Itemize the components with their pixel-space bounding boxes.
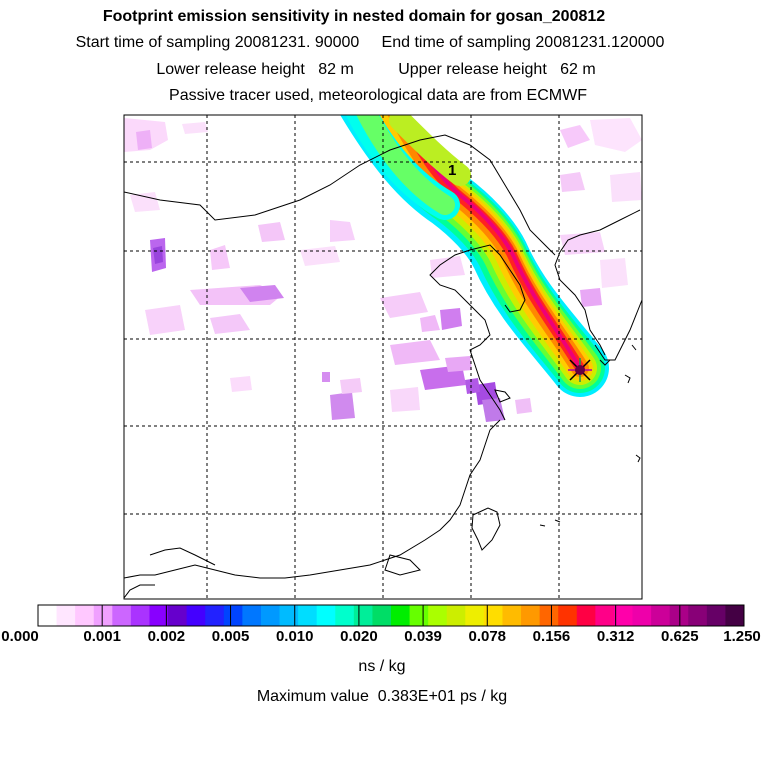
colorbar-swatch bbox=[130, 605, 150, 626]
colorbar-tick-label: 0.078 bbox=[468, 628, 507, 645]
colorbar-swatch bbox=[168, 605, 188, 626]
plume-label: 1 bbox=[448, 162, 456, 179]
colorbar-swatch bbox=[725, 605, 745, 626]
colorbar-swatch bbox=[483, 605, 503, 626]
colorbar-swatch bbox=[688, 605, 708, 626]
colorbar-swatch bbox=[632, 605, 652, 626]
colorbar-swatch bbox=[93, 605, 113, 626]
colorbar-swatch bbox=[316, 605, 336, 626]
colorbar-swatch bbox=[298, 605, 318, 626]
colorbar-swatch bbox=[521, 605, 541, 626]
colorbar-swatch bbox=[353, 605, 373, 626]
colorbar-tick-label: 0.039 bbox=[404, 628, 442, 645]
colorbar-swatch bbox=[149, 605, 169, 626]
colorbar-swatch bbox=[75, 605, 95, 626]
colorbar-swatch bbox=[242, 605, 262, 626]
colorbar-swatch bbox=[56, 605, 76, 626]
sampling-time-line: Start time of sampling 20081231. 90000 E… bbox=[75, 34, 665, 51]
colorbar-swatch bbox=[372, 605, 392, 626]
receptor-marker-icon bbox=[568, 358, 592, 382]
map-frame bbox=[123, 114, 643, 600]
colorbar-swatch bbox=[391, 605, 411, 626]
colorbar-swatch bbox=[539, 605, 559, 626]
colorbar-swatch bbox=[38, 605, 58, 626]
colorbar-swatch bbox=[502, 605, 522, 626]
colorbar-swatch bbox=[446, 605, 466, 626]
plume bbox=[340, 115, 609, 397]
colorbar-swatch bbox=[409, 605, 429, 626]
coastlines bbox=[124, 134, 642, 599]
colorbar-unit: ns / kg bbox=[358, 658, 406, 675]
colorbar-swatch bbox=[576, 605, 596, 626]
colorbar-swatch bbox=[223, 605, 243, 626]
maximum-value-text: Maximum value 0.383E+01 ps / kg bbox=[256, 688, 508, 705]
colorbar-swatch bbox=[669, 605, 689, 626]
release-height-line: Lower release height 82 m Upper release … bbox=[156, 61, 596, 78]
graticule bbox=[124, 115, 642, 599]
colorbar-swatch bbox=[558, 605, 578, 626]
map-area: 1 bbox=[124, 115, 642, 599]
colorbar-swatch bbox=[706, 605, 726, 626]
colorbar-swatch bbox=[205, 605, 225, 626]
colorbar-swatch bbox=[595, 605, 615, 626]
colorbar-tick-label: 0.312 bbox=[596, 628, 635, 645]
colorbar-swatch bbox=[186, 605, 206, 626]
colorbar bbox=[37, 604, 745, 627]
colorbar-swatch bbox=[465, 605, 485, 626]
colorbar-tick-label: 0.010 bbox=[275, 628, 314, 645]
colorbar-tick-label: 0.020 bbox=[340, 628, 378, 645]
colorbar-tick-label: 0.625 bbox=[661, 628, 699, 645]
colorbar-tick-label: 0.000 bbox=[1, 628, 39, 645]
colorbar-swatch bbox=[651, 605, 671, 626]
colorbar-swatch bbox=[112, 605, 132, 626]
colorbar-swatch bbox=[335, 605, 355, 626]
tracer-info-line: Passive tracer used, meteorological data… bbox=[169, 87, 587, 104]
colorbar-swatch bbox=[428, 605, 448, 626]
plot-title: Footprint emission sensitivity in nested… bbox=[102, 8, 606, 25]
colorbar-tick-label: 0.156 bbox=[532, 628, 571, 645]
colorbar-tick-label: 0.001 bbox=[83, 628, 121, 645]
colorbar-swatch bbox=[613, 605, 634, 626]
colorbar-swatch bbox=[260, 605, 281, 626]
colorbar-tick-label: 1.250 bbox=[723, 628, 761, 645]
colorbar-swatch bbox=[279, 605, 299, 626]
colorbar-tick-label: 0.005 bbox=[211, 628, 250, 645]
colorbar-tick-label: 0.002 bbox=[147, 628, 186, 645]
